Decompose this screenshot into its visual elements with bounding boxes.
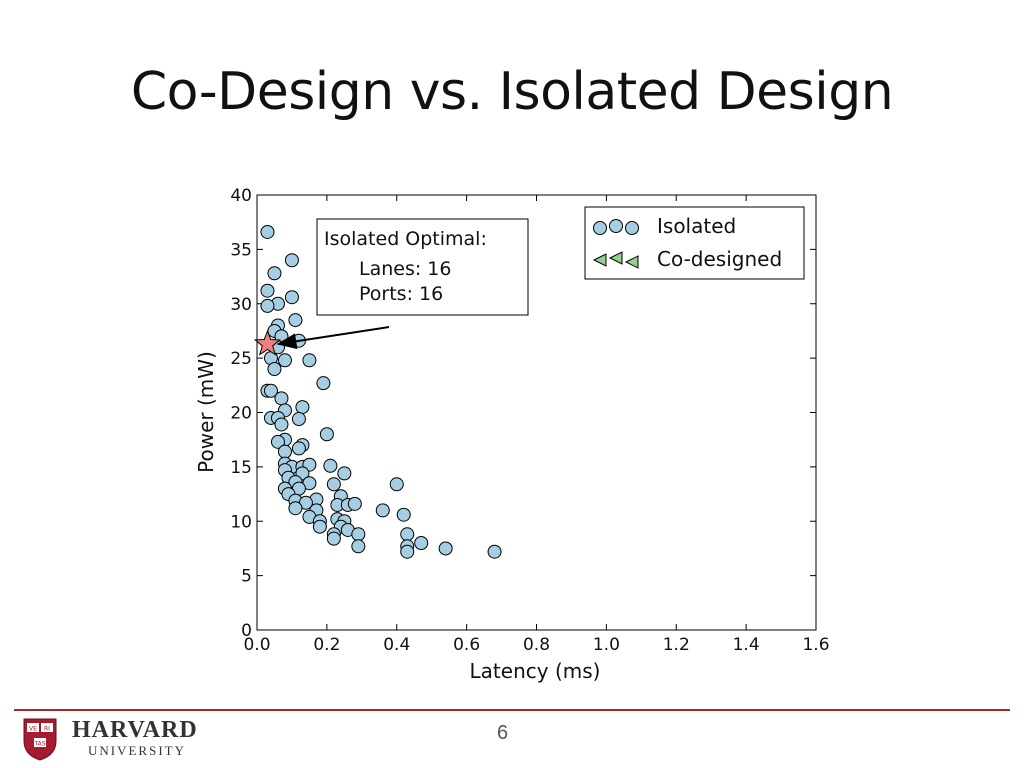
data-point [291,412,306,427]
data-point [316,376,331,391]
data-point [326,477,341,492]
data-point [274,391,289,406]
data-points [260,224,502,559]
data-point [337,466,352,481]
data-point [260,283,275,298]
x-tick-label: 1.2 [663,635,690,655]
x-tick-label: 1.4 [733,635,760,655]
optimal-star-marker [253,329,282,356]
y-tick-label: 40 [230,186,252,206]
data-point [389,477,404,492]
shield-letters: RI [44,726,50,733]
data-point [291,441,306,456]
annotation-arrow [276,326,390,350]
data-point [347,496,362,511]
data-point [288,313,303,328]
y-tick-label: 20 [230,404,252,424]
y-tick-label: 0 [241,621,252,641]
x-tick-label: 0.0 [243,635,270,655]
x-tick-label: 0.2 [313,635,340,655]
slide-title: Co-Design vs. Isolated Design [130,62,894,122]
data-point [260,298,275,313]
x-axis: 0.0 0.2 0.4 0.6 0.8 1.0 1.2 1.4 1.6 [243,195,830,655]
data-point [267,266,282,281]
page-number: 6 [497,722,509,744]
annotation-line: Ports: 16 [359,283,443,305]
annotation-line: Lanes: 16 [359,258,451,280]
y-tick-label: 35 [230,240,252,260]
harvard-wordmark: HARVARD UNIVERSITY [72,717,198,759]
data-point [263,383,278,398]
data-point [396,507,411,522]
data-point [295,400,310,415]
data-point [284,290,299,305]
legend-marker-codesigned [592,251,639,269]
y-tick-label: 25 [230,349,252,369]
data-point [438,541,453,556]
data-point [400,527,415,542]
y-axis: 0 5 10 15 20 25 30 35 40 [230,186,816,641]
data-point [400,544,415,559]
data-point [351,527,366,542]
x-tick-label: 1.0 [593,635,620,655]
shield-letters: VE [29,726,37,733]
legend-marker-isolated [593,219,639,235]
y-tick-label: 10 [230,512,252,532]
data-point [302,353,317,368]
data-point [312,519,327,534]
x-axis-label: Latency (ms) [470,659,601,683]
annotation-box: Isolated Optimal: Lanes: 16 Ports: 16 [316,218,529,316]
y-axis-label: Power (mW) [194,351,218,473]
y-tick-label: 30 [230,295,252,315]
harvard-shield-logo: VE RI TAS [23,718,57,761]
scatter-chart: 0 5 10 15 20 25 30 35 40 0.0 0.2 0.4 0.6 0.8 1.0 1.2 1.… [194,186,830,683]
legend-label-isolated: Isolated [657,214,736,238]
x-tick-label: 0.4 [383,635,410,655]
data-point [277,353,292,368]
data-point [414,536,429,550]
annotation-line: Isolated Optimal: [324,228,487,250]
x-tick-label: 0.8 [523,635,550,655]
institution-name: HARVARD [72,717,198,743]
data-point [274,417,289,432]
data-point [277,444,292,459]
data-point [288,501,303,516]
y-tick-label: 5 [241,567,252,587]
data-point [351,539,366,554]
data-point [260,224,275,239]
x-tick-label: 1.6 [802,635,829,655]
legend-label-codesigned: Co-designed [657,247,782,271]
data-point [284,253,299,268]
institution-subtitle: UNIVERSITY [88,743,186,758]
data-point [267,362,282,376]
data-point [323,458,338,473]
footer-rule [14,709,1010,711]
data-point [270,434,285,449]
data-point [319,427,334,442]
shield-letters: TAS [33,741,45,748]
x-tick-label: 0.6 [453,635,480,655]
data-point [487,544,502,559]
data-point [375,503,390,518]
y-tick-label: 15 [230,458,252,478]
legend: Isolated Co-designed [584,206,805,280]
data-point [326,531,341,546]
